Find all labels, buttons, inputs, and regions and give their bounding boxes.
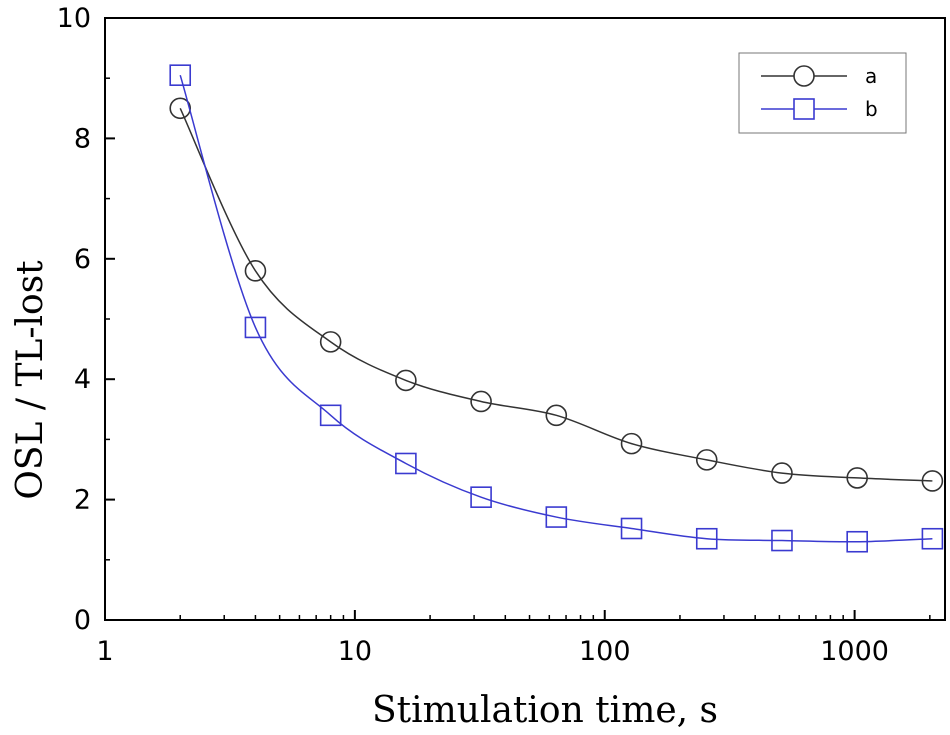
- series-line-b: [179, 74, 933, 543]
- legend-marker-b: [793, 98, 815, 120]
- x-tick-label: 10: [338, 636, 372, 667]
- data-point-b: [695, 527, 718, 550]
- y-tick-label: 10: [57, 3, 91, 34]
- y-tick-label: 8: [74, 123, 91, 154]
- data-point-b: [169, 64, 192, 86]
- data-point-b: [846, 530, 868, 553]
- data-point-a: [319, 331, 342, 353]
- y-axis-title: OSL / TL-lost: [10, 260, 51, 500]
- x-tick-label: 1000: [820, 636, 889, 667]
- data-point-b: [545, 506, 568, 528]
- data-point-a: [244, 260, 267, 282]
- y-tick-label: 2: [74, 485, 91, 516]
- data-point-a: [470, 390, 492, 413]
- x-axis-title: Stimulation time, s: [372, 690, 718, 731]
- y-tick-label: 6: [74, 244, 91, 275]
- data-point-a: [395, 369, 417, 392]
- legend-box: [738, 52, 907, 134]
- series-line-a: [179, 107, 933, 482]
- data-point-a: [545, 404, 568, 427]
- y-tick-label: 4: [74, 364, 91, 395]
- data-point-b: [244, 316, 267, 339]
- data-point-a: [620, 432, 643, 455]
- data-point-b: [620, 517, 643, 540]
- data-point-a: [771, 462, 793, 484]
- legend-marker-a: [793, 65, 815, 87]
- data-point-b: [319, 404, 342, 427]
- legend-label-b: b: [865, 97, 878, 121]
- x-tick-label: 100: [579, 636, 631, 667]
- y-tick-label: 0: [74, 605, 91, 636]
- data-point-b: [395, 452, 417, 475]
- data-point-b: [470, 486, 492, 508]
- x-tick-label: 1: [96, 636, 113, 667]
- legend-label-a: a: [865, 64, 877, 88]
- data-point-a: [846, 467, 868, 489]
- data-point-b: [921, 527, 944, 550]
- data-point-a: [695, 449, 718, 471]
- data-point-a: [169, 97, 192, 120]
- data-point-a: [921, 470, 944, 492]
- data-point-b: [771, 529, 793, 552]
